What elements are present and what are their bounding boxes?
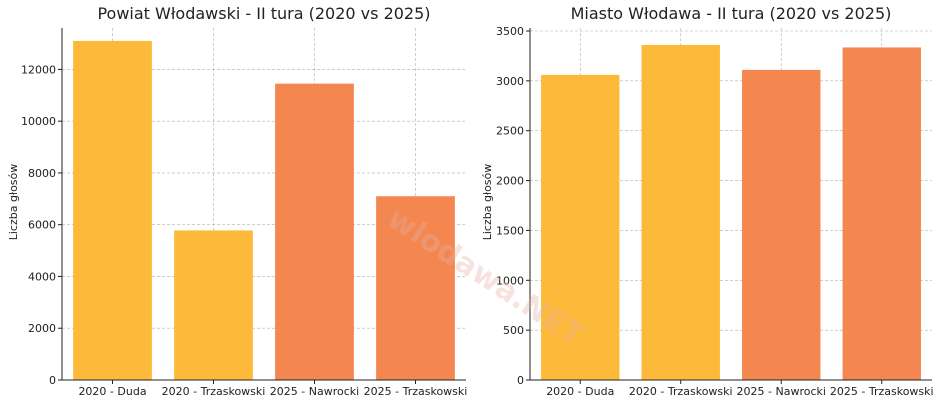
x-tick-label: 2020 - Duda [78,385,146,398]
y-tick-label: 6000 [28,219,56,232]
x-tick-label: 2025 - Nawrocki [737,385,826,398]
plot-area: 0 500 1000 1500 2000 2500 3000 3500 2020 - Duda 2… [496,25,934,398]
y-tick-label: 3500 [496,25,524,38]
x-tick-label: 2020 - Duda [546,385,614,398]
bar [275,83,354,380]
y-tick-label: 2500 [496,125,524,138]
bar [641,44,720,380]
bar [376,196,455,380]
y-tick-label: 8000 [28,167,56,180]
chart-title: Powiat Włodawski - II tura (2020 vs 2025… [97,4,430,23]
x-tick-label: 2025 - Nawrocki [270,385,359,398]
x-tick-label: 2020 - Trzaskowski [629,385,733,398]
y-tick-label: 0 [517,374,524,387]
chart-title: Miasto Włodawa - II tura (2020 vs 2025) [571,4,892,23]
y-tick-label: 2000 [28,322,56,335]
y-tick-label: 1500 [496,224,524,237]
y-tick-label: 12000 [21,63,56,76]
chart-powiat-wlodawski: Powiat Włodawski - II tura (2020 vs 2025… [7,4,467,398]
chart-miasto-wlodawa: Miasto Włodawa - II tura (2020 vs 2025) … [481,4,934,398]
bar [541,74,620,380]
y-axis-label: Liczba głosów [481,164,494,241]
y-tick-label: 10000 [21,115,56,128]
y-tick-label: 500 [503,324,524,337]
bar [73,40,152,381]
bar [174,230,253,380]
y-tick-label: 2000 [496,175,524,188]
plot-area: 0 2000 4000 6000 8000 10000 12000 2020 - Duda 20… [21,28,467,398]
x-tick-label: 2025 - Trzaskowski [364,385,468,398]
y-tick-label: 3000 [496,75,524,88]
bar [742,69,821,381]
x-tick-label: 2020 - Trzaskowski [162,385,266,398]
x-tick-label: 2025 - Trzaskowski [830,385,934,398]
y-axis-label: Liczba głosów [7,164,20,241]
y-tick-label: 1000 [496,274,524,287]
bar [842,47,921,380]
y-tick-label: 4000 [28,270,56,283]
y-tick-label: 0 [49,374,56,387]
